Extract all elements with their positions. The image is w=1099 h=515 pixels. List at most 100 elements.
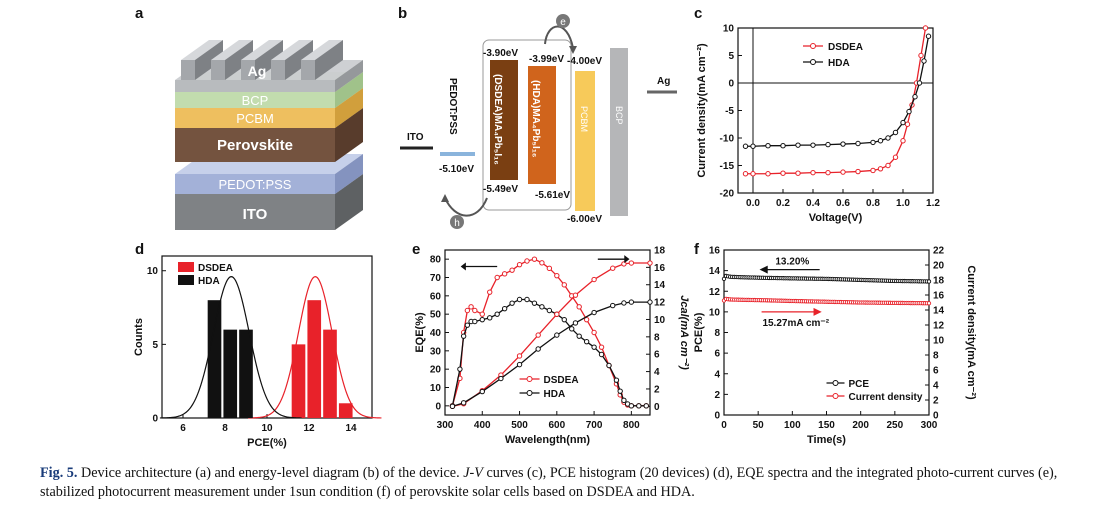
series-dsdea-point xyxy=(591,329,597,336)
dsdea-band xyxy=(490,60,518,180)
y-tick-label: 0 xyxy=(728,79,734,90)
series-hda-point xyxy=(643,403,649,409)
y-right-tick-label: 12 xyxy=(654,298,666,309)
hda-top-value: -3.99eV xyxy=(529,54,564,65)
legend-marker xyxy=(810,43,816,49)
x-tick-label: 300 xyxy=(921,420,938,431)
y-axis-label: Counts xyxy=(133,318,145,356)
series-hda-jcal-point xyxy=(554,332,560,338)
legend-marker xyxy=(526,390,533,396)
x-tick-label: 600 xyxy=(548,420,565,431)
y-right-tick-label: 8 xyxy=(933,351,939,362)
series-dsdea-point xyxy=(539,260,545,266)
series-dsdea-point xyxy=(509,267,515,273)
series-dsdea-point xyxy=(472,307,478,314)
series-point xyxy=(926,301,932,306)
stabilized-output-chart: 0 50 100 150 200 250 3000246810121416024681012… xyxy=(693,246,977,447)
histogram-bar xyxy=(307,300,322,418)
y-axis-label: EQE(%) xyxy=(414,312,426,353)
perovskite-layer xyxy=(175,128,335,162)
series-dsdea-point xyxy=(531,256,538,262)
x-axis-label: Voltage(V) xyxy=(809,212,863,224)
x-tick-label: 150 xyxy=(818,420,835,431)
gaussian-fit-curve xyxy=(159,276,302,419)
pce-histogram-chart: 6 8 10 12 14 0 5 10 PCE(%) Counts DSDEA HDA xyxy=(133,255,382,449)
x-axis-label: Time(s) xyxy=(807,434,846,446)
series-hda-jcal-point xyxy=(621,300,627,306)
series-hda-point xyxy=(613,377,620,383)
series-hda-point xyxy=(870,139,876,146)
electron-transfer-arrow xyxy=(544,25,574,49)
caption-text-1: Device architecture (a) and energy-level… xyxy=(77,465,464,481)
pedot-layer xyxy=(175,174,335,194)
current-arrowhead xyxy=(813,307,822,316)
panel-label-a: a xyxy=(135,5,144,22)
series-hda-point xyxy=(583,338,590,345)
layer-label-pedot: PEDOT:PSS xyxy=(219,177,292,192)
series-dsdea-point xyxy=(765,171,771,177)
energy-level-diagram: e h ITO PEDOT:PSS -5.10eV (DSDEA)MA₄Pb₅I… xyxy=(400,14,677,229)
series-dsdea-point xyxy=(598,344,605,350)
series-hda-point xyxy=(795,142,801,148)
bcp-layer xyxy=(175,92,335,108)
series-hda-point xyxy=(606,362,612,369)
y-tick-label: 30 xyxy=(430,346,442,357)
series-dsdea-point xyxy=(494,274,500,281)
y-axis-label: Current density(mA cm⁻²) xyxy=(696,43,708,178)
y-tick-label: 50 xyxy=(430,310,442,321)
histogram-bar xyxy=(239,329,253,418)
x-tick-label: 0.8 xyxy=(866,198,880,209)
series-point xyxy=(926,279,932,284)
x-tick-label: 50 xyxy=(753,420,765,431)
series-hda-point xyxy=(916,80,923,86)
series-hda-point xyxy=(457,366,463,372)
series-dsdea-jcal-point xyxy=(628,260,635,266)
y-right-tick-label: 8 xyxy=(654,332,660,343)
layer-label-perovskite: Perovskite xyxy=(217,137,293,154)
y-right-tick-label: 20 xyxy=(933,261,945,272)
pcbm-bottom-value: -6.00eV xyxy=(567,214,602,225)
y-right-tick-label: 10 xyxy=(933,336,945,347)
series-hda-point xyxy=(460,333,467,339)
y-right-tick-label: 16 xyxy=(654,263,666,274)
pcbm-top-value: -4.00eV xyxy=(567,56,602,67)
series-dsdea-point xyxy=(904,121,911,127)
pedot-level-value: -5.10eV xyxy=(439,164,474,175)
dsdea-band-label: (DSDEA)MA₄Pb₅I₁₆ xyxy=(492,74,503,165)
ag-electrode-fingers xyxy=(181,40,343,80)
series-hda-jcal-point xyxy=(535,346,541,352)
legend-label: DSDEA xyxy=(198,263,233,274)
x-tick-label: 12 xyxy=(303,423,315,434)
series-dsdea-point xyxy=(583,316,590,323)
x-tick-label: 250 xyxy=(886,420,903,431)
x-tick-label: 14 xyxy=(345,423,357,434)
figure-label: Fig. 5. xyxy=(40,465,78,481)
legend-label: HDA xyxy=(544,389,566,400)
figure-caption: Fig. 5. Device architecture (a) and ener… xyxy=(40,464,1070,502)
series-dsdea-point xyxy=(810,169,816,176)
series-dsdea-point xyxy=(750,171,756,177)
series-dsdea-jcal-point xyxy=(610,265,616,271)
caption-text-2: curves (c), PCE histogram (20 devices) (… xyxy=(40,465,1058,500)
legend-label: DSDEA xyxy=(544,375,579,386)
y-tick-label: -5 xyxy=(725,106,734,117)
x-tick-label: 800 xyxy=(623,420,640,431)
series-hda-point xyxy=(539,304,545,310)
series-hda-point xyxy=(479,316,485,323)
x-tick-label: 400 xyxy=(474,420,491,431)
y-tick-label: 6 xyxy=(714,349,720,360)
electron-icon xyxy=(556,14,570,28)
y-tick-label: 60 xyxy=(430,291,442,302)
series-hda-point xyxy=(636,403,642,409)
series-hda-point xyxy=(576,333,582,339)
series-hda-point xyxy=(742,143,749,149)
y-right-tick-label: 14 xyxy=(654,280,666,291)
y-tick-label: 10 xyxy=(723,24,735,35)
pce-annotation: 13.20% xyxy=(775,257,809,268)
panel-label-f: f xyxy=(694,241,699,258)
series-hda-point xyxy=(561,316,567,323)
y-tick-label: 12 xyxy=(709,287,721,298)
caption-jv: J-V xyxy=(463,465,483,481)
layer-label-bcp: BCP xyxy=(242,93,269,108)
plot-frame xyxy=(723,249,930,416)
